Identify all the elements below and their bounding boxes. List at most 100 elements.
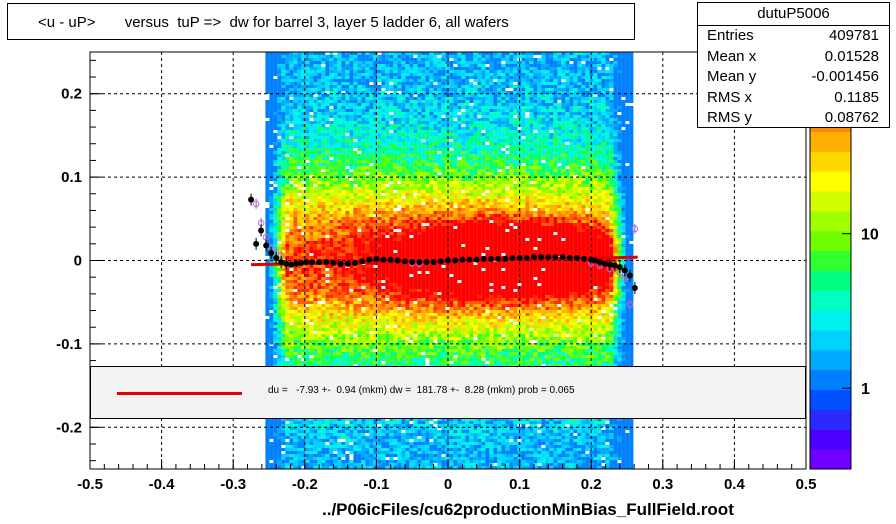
heatmap-cell (317, 226, 322, 229)
heatmap-cell (377, 223, 382, 226)
heatmap-cell (333, 55, 338, 58)
heatmap-cell (277, 166, 282, 169)
heatmap-cell (377, 181, 382, 184)
heatmap-cell (329, 256, 334, 259)
heatmap-cell (393, 433, 398, 436)
heatmap-cell (345, 139, 350, 142)
heatmap-cell (405, 232, 410, 235)
heatmap-cell (333, 361, 338, 364)
heatmap-cell (337, 316, 342, 319)
heatmap-cell (273, 247, 278, 250)
heatmap-cell (377, 298, 382, 301)
heatmap-cell (277, 70, 282, 73)
heatmap-cell (325, 313, 330, 316)
heatmap-cell (329, 463, 334, 466)
heatmap-cell (409, 325, 414, 328)
heatmap-cell (405, 352, 410, 355)
heatmap-cell (413, 157, 418, 160)
heatmap-cell (309, 52, 314, 55)
heatmap-cell (345, 217, 350, 220)
heatmap-cell (289, 211, 294, 214)
heatmap-cell (369, 139, 374, 142)
heatmap-cell (285, 259, 290, 262)
heatmap-cell (285, 319, 290, 322)
heatmap-cell (281, 223, 286, 226)
heatmap-cell (401, 232, 406, 235)
heatmap-cell (349, 424, 354, 427)
heatmap-cell (285, 322, 290, 325)
heatmap-cell (285, 133, 290, 136)
heatmap-cell (273, 418, 278, 421)
heatmap-cell (397, 358, 402, 361)
heatmap-cell (281, 454, 286, 457)
heatmap-cell (381, 448, 386, 451)
heatmap-cell (265, 130, 270, 133)
heatmap-cell (353, 88, 358, 91)
heatmap-cell (357, 79, 362, 82)
heatmap-cell (369, 340, 374, 343)
heatmap-cell (365, 151, 370, 154)
heatmap-cell (281, 244, 286, 247)
heatmap-cell (277, 154, 282, 157)
heatmap-cell (393, 145, 398, 148)
heatmap-cell (273, 214, 278, 217)
heatmap-cell (305, 154, 310, 157)
heatmap-cell (381, 61, 386, 64)
heatmap-cell (265, 157, 270, 160)
heatmap-cell (301, 271, 306, 274)
heatmap-cell (337, 97, 342, 100)
heatmap-cell (317, 361, 322, 364)
heatmap-cell (369, 448, 374, 451)
heatmap-cell (317, 163, 322, 166)
heatmap-cell (329, 364, 334, 367)
heatmap-cell (269, 352, 274, 355)
heatmap-cell (321, 331, 326, 334)
heatmap-cell (289, 355, 294, 358)
heatmap-cell (357, 109, 362, 112)
heatmap-cell (305, 334, 310, 337)
heatmap-cell (345, 295, 350, 298)
heatmap-cell (377, 361, 382, 364)
heatmap-cell (357, 253, 362, 256)
heatmap-cell (289, 292, 294, 295)
heatmap-cell (345, 346, 350, 349)
heatmap-cell (265, 454, 270, 457)
heatmap-cell (277, 106, 282, 109)
heatmap-cell (329, 466, 334, 469)
heatmap-cell (281, 208, 286, 211)
heatmap-cell (277, 109, 282, 112)
heatmap-cell (373, 451, 378, 454)
heatmap-cell (329, 76, 334, 79)
heatmap-cell (337, 346, 342, 349)
heatmap-cell (345, 301, 350, 304)
heatmap-cell (285, 430, 290, 433)
heatmap-cell (301, 445, 306, 448)
heatmap-cell (377, 421, 382, 424)
heatmap-cell (313, 268, 318, 271)
heatmap-cell (333, 247, 338, 250)
heatmap-cell (349, 250, 354, 253)
heatmap-cell (273, 169, 278, 172)
heatmap-cell (381, 421, 386, 424)
heatmap-cell (353, 202, 358, 205)
heatmap-cell (269, 103, 274, 106)
heatmap-cell (341, 322, 346, 325)
heatmap-cell (369, 457, 374, 460)
heatmap-cell (313, 244, 318, 247)
heatmap-cell (381, 163, 386, 166)
heatmap-cell (325, 88, 330, 91)
heatmap-cell (329, 349, 334, 352)
heatmap-cell (357, 85, 362, 88)
heatmap-cell (337, 418, 342, 421)
heatmap-cell (385, 121, 390, 124)
heatmap-cell (341, 151, 346, 154)
heatmap-cell (409, 217, 414, 220)
heatmap-cell (309, 184, 314, 187)
heatmap-cell (309, 85, 314, 88)
heatmap-cell (289, 103, 294, 106)
heatmap-cell (353, 244, 358, 247)
heatmap-cell (353, 265, 358, 268)
heatmap-cell (381, 268, 386, 271)
heatmap-cell (325, 439, 330, 442)
heatmap-cell (305, 343, 310, 346)
